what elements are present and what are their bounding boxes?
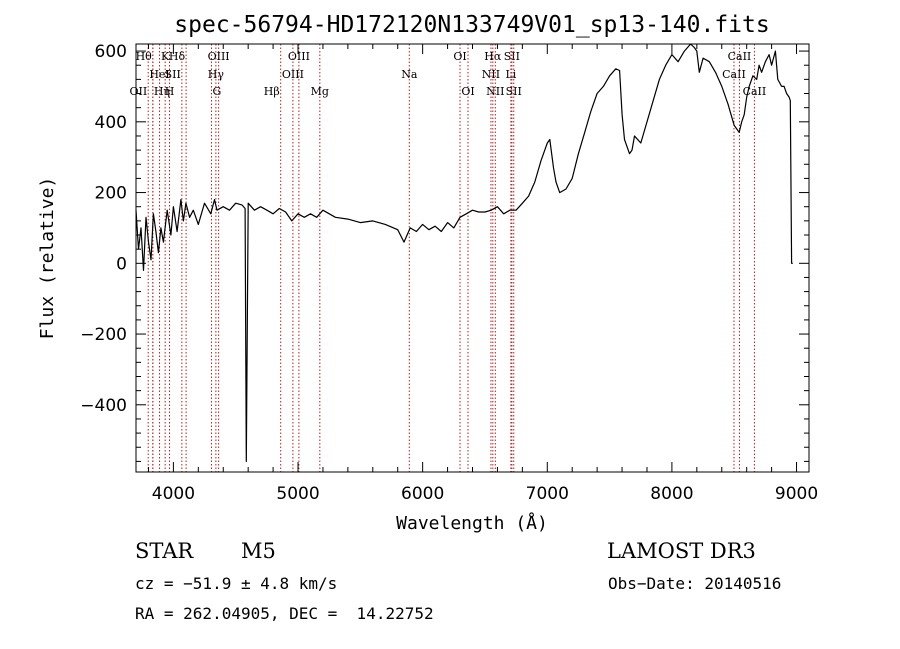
x-tick-label: 4000 (152, 484, 195, 504)
line-marker-label: Hθ (136, 50, 153, 63)
line-marker-label: K (161, 50, 170, 63)
line-marker-label: Hα (484, 50, 502, 63)
line-marker-label: OIII (208, 50, 230, 63)
line-marker-label: OIII (288, 50, 310, 63)
line-marker-label: NII (486, 85, 504, 98)
line-marker-label: CaII (728, 50, 752, 63)
x-tick-label: 7000 (526, 484, 569, 504)
x-tick-label: 9000 (775, 484, 818, 504)
obs-date: Obs−Date: 20140516 (608, 574, 782, 593)
line-marker-label: OII (129, 85, 147, 98)
line-marker-label: CaII (722, 68, 746, 81)
line-marker-label: OIII (282, 68, 304, 81)
line-marker-label: H (165, 85, 175, 98)
line-marker-label: Na (401, 68, 418, 81)
x-tick-label: 8000 (650, 484, 693, 504)
line-marker-label: Hβ (264, 85, 280, 98)
line-marker-label: Mg (311, 85, 329, 98)
line-marker-label: SII (504, 50, 520, 63)
coordinates: RA = 262.04905, DEC = 14.22752 (135, 604, 434, 623)
line-marker-label: OI (461, 85, 474, 98)
line-marker-label: Hγ (208, 68, 225, 81)
y-tick-label: 600 (95, 42, 127, 62)
object-class: STAR (135, 539, 194, 563)
line-marker-label: NII (482, 68, 500, 81)
line-marker-label: Hη (154, 85, 170, 98)
line-marker-label: G (213, 85, 222, 98)
spectral-line-markers: OIIHθHηHeIKHSIIHδGHγOIIIHβOIIIOIIIMgNaOI… (129, 44, 766, 472)
y-tick-label: −200 (80, 325, 127, 345)
y-axis: −400 −200 0 200 400 600 (80, 42, 809, 462)
line-marker-label: Li (505, 68, 516, 81)
x-tick-label: 5000 (276, 484, 319, 504)
y-tick-label: 400 (95, 113, 127, 133)
subclass: M5 (241, 539, 276, 563)
y-tick-label: 200 (95, 184, 127, 204)
redshift-value: cz = −51.9 ± 4.8 km/s (135, 574, 338, 593)
y-axis-label: Flux (relative) (37, 177, 58, 340)
line-marker-label: SII (506, 85, 522, 98)
y-tick-label: 0 (116, 254, 127, 274)
line-marker-label: HeI (149, 68, 169, 81)
survey-name: LAMOST DR3 (607, 539, 756, 563)
line-marker-label: Hδ (169, 50, 186, 63)
line-marker-label: SII (165, 68, 181, 81)
x-tick-label: 6000 (401, 484, 444, 504)
line-marker-label: OI (453, 50, 466, 63)
x-axis: 4000 5000 6000 7000 8000 9000 (147, 44, 818, 504)
spectrum-line (135, 43, 793, 462)
x-axis-label: Wavelength (Å) (396, 512, 548, 534)
plot-frame (135, 43, 810, 473)
line-marker-label: CaII (743, 85, 767, 98)
y-tick-label: −400 (80, 396, 127, 416)
chart-title: spec-56794-HD172120N133749V01_sp13-140.f… (174, 12, 769, 38)
